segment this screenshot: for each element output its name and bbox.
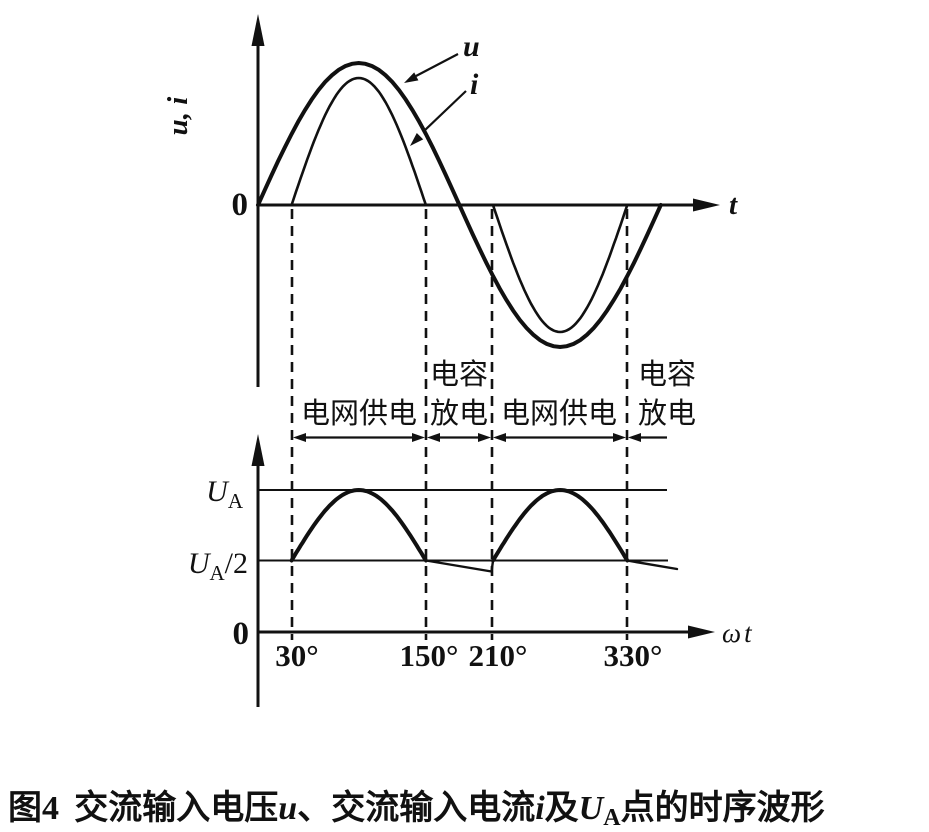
span-arrowhead-right: [412, 433, 425, 442]
top-origin-label: 0: [232, 187, 249, 223]
span-arrowhead-left: [427, 433, 440, 442]
top-y-axis-arrowhead: [251, 14, 265, 46]
u-curve-label: u: [463, 30, 480, 63]
curve-i: [290, 76, 428, 207]
tick-label-150°: 150°: [400, 638, 459, 673]
region-2: 电网供电: [493, 397, 626, 442]
caption-part: 及: [544, 790, 579, 827]
u-callout-arrowhead: [404, 72, 419, 83]
curve-i: [491, 203, 629, 334]
region-label: 电容: [638, 358, 696, 391]
caption-part: 交流输入电压: [74, 790, 279, 827]
top-chart: u, i 0 t u i: [162, 14, 738, 387]
ua-waveform: [289, 487, 679, 573]
caption-part: 、: [297, 790, 332, 827]
curve-u: [256, 60, 663, 350]
span-arrowhead-left: [493, 433, 506, 442]
i-callout-arrow-line: [423, 90, 467, 132]
i-curve-callout: i: [410, 68, 479, 146]
ua-half-level-label: UA/2: [188, 547, 248, 585]
top-curves: [256, 60, 663, 350]
span-arrowhead-left: [293, 433, 306, 442]
ua-wave-segment-4: [625, 559, 679, 571]
u-curve-callout: u: [404, 30, 480, 83]
caption-part: 交流输入电流: [331, 790, 536, 827]
bottom-y-axis-arrowhead: [251, 434, 265, 466]
span-arrowhead-right: [613, 433, 626, 442]
tick-label-30°: 30°: [275, 638, 318, 673]
top-x-axis-label: t: [729, 189, 738, 221]
region-label: 电网供电: [301, 397, 417, 430]
tick-label-330°: 330°: [604, 638, 663, 673]
i-curve-label: i: [470, 68, 479, 101]
u-callout-arrow-line: [415, 53, 459, 77]
figure-caption: 图4 交流输入电压u、交流输入电流i及UA点的时序波形: [8, 780, 923, 832]
tick-labels: 30° 150° 210° 330°: [275, 638, 662, 673]
caption-part: i: [535, 790, 545, 827]
bottom-x-axis-arrowhead: [688, 625, 715, 639]
region-label: 放电: [430, 397, 488, 430]
tick-label-210°: 210°: [469, 638, 528, 673]
caption-part: 图4: [8, 790, 59, 827]
i-callout-arrowhead: [410, 133, 424, 146]
region-label: 放电: [638, 397, 696, 430]
top-y-axis-label: u, i: [162, 97, 194, 136]
span-arrowhead-left: [628, 433, 641, 442]
bottom-origin-label: 0: [233, 616, 250, 652]
ua-wave-segment-0: [289, 487, 428, 563]
ua-wave-segment-1: [424, 559, 493, 573]
caption-part: A: [603, 805, 621, 831]
region-0: 电网供电: [293, 397, 425, 442]
caption-part: 点的时序波形: [620, 790, 825, 827]
ua-wave-segment-2: [490, 559, 495, 573]
ua-wave-segment-3: [491, 487, 630, 563]
top-x-axis-arrowhead: [693, 198, 720, 212]
caption-part: u: [278, 790, 298, 827]
region-label: 电容: [430, 358, 488, 391]
span-arrowhead-right: [478, 433, 491, 442]
region-label: 电网供电: [501, 397, 617, 430]
caption-part: U: [578, 790, 604, 827]
ua-level-label: UA: [206, 475, 244, 513]
